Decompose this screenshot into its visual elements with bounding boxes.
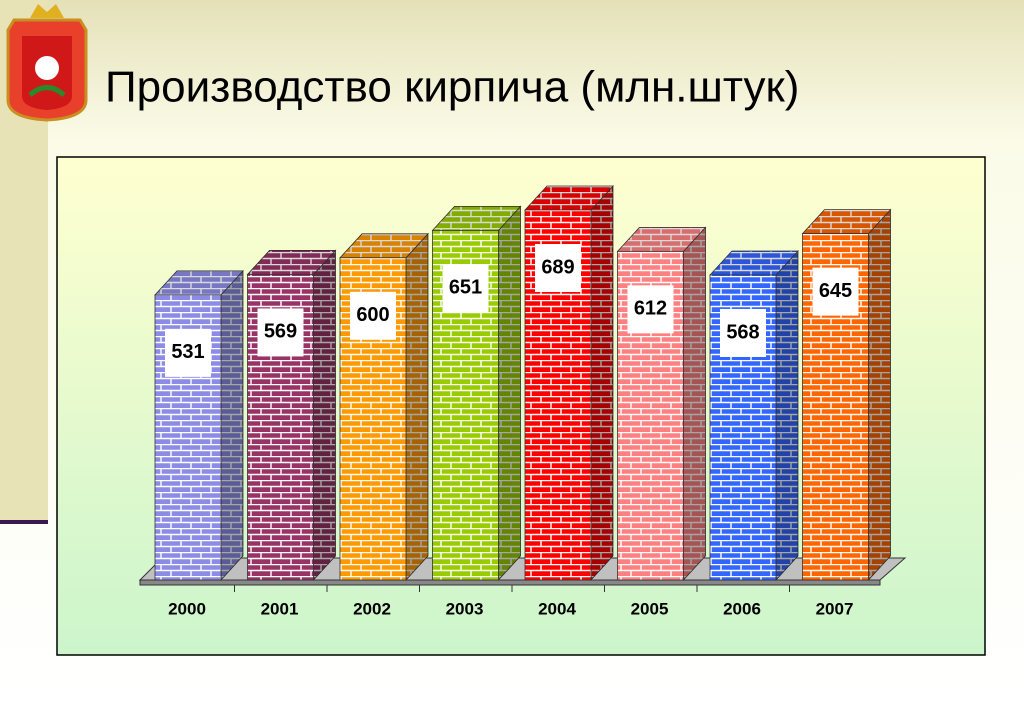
- x-tick-label: 2004: [538, 599, 576, 618]
- bar-top-shade: [710, 250, 798, 275]
- bar-top-shade: [525, 186, 613, 210]
- bar-side-shade: [591, 186, 613, 580]
- value-label: 645: [819, 280, 852, 302]
- bar-side-shade: [868, 209, 891, 580]
- bar-side-shade: [776, 250, 798, 581]
- value-label: 600: [356, 304, 389, 326]
- x-tick-label: 2007: [816, 599, 854, 618]
- value-label-box: [627, 285, 674, 334]
- bar-top-shade: [617, 227, 706, 252]
- value-label-box: [165, 328, 211, 377]
- value-label: 612: [634, 298, 667, 320]
- value-label-box: [257, 308, 304, 357]
- x-tick-label: 2006: [723, 599, 761, 618]
- bar-top-shade: [155, 270, 243, 295]
- value-label-box: [442, 264, 489, 313]
- value-label-box: [350, 291, 396, 340]
- bar-top-shade: [802, 209, 891, 234]
- x-tick-label: 2000: [168, 599, 206, 618]
- bar-side-shade: [406, 233, 428, 581]
- x-tick-label: 2003: [446, 599, 484, 618]
- bar-top-shade: [247, 250, 336, 275]
- x-tick-label: 2001: [261, 599, 299, 618]
- value-label: 651: [449, 277, 482, 299]
- x-tick-label: 2005: [631, 599, 669, 618]
- emblem: [6, 4, 88, 122]
- value-label: 569: [264, 321, 297, 343]
- bar-side-shade: [221, 270, 243, 580]
- value-label: 689: [541, 256, 574, 278]
- value-label-box: [535, 244, 581, 292]
- bar-side-shade: [313, 250, 336, 580]
- value-label: 531: [171, 341, 204, 363]
- bar-top-shade: [432, 206, 521, 231]
- value-label-box: [812, 267, 859, 316]
- bar-side-shade: [683, 227, 706, 580]
- value-label: 568: [726, 321, 759, 343]
- bar-top-shade: [340, 233, 428, 258]
- x-tick-label: 2002: [353, 599, 391, 618]
- bar-side-shade: [498, 206, 521, 581]
- value-label-box: [720, 308, 766, 357]
- chart-title: Производство кирпича (млн.штук): [105, 63, 799, 112]
